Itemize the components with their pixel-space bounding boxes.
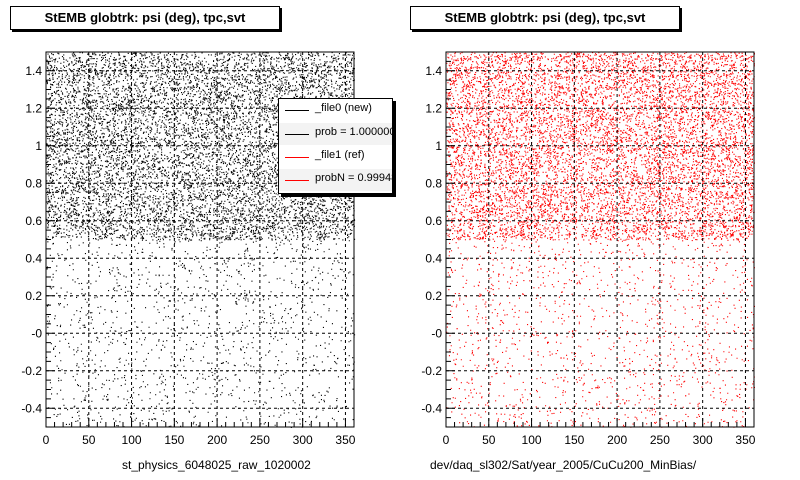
left-footer-label: st_physics_6048025_raw_1020002 xyxy=(122,458,311,472)
legend-label-file1: _file1 (ref) xyxy=(315,149,365,161)
grid-lines xyxy=(46,52,354,427)
y-tick-label: -0 xyxy=(431,326,442,340)
legend-entry-probn: probN = 0.999480 xyxy=(279,169,392,191)
y-tick-label: 0.6 xyxy=(25,214,42,228)
legend-line-file1 xyxy=(285,157,309,158)
y-tick-label: 0.4 xyxy=(25,251,42,265)
scatter-region-sparse xyxy=(446,239,755,428)
legend-line-probn xyxy=(285,180,309,181)
y-tick-label: 1.4 xyxy=(25,64,42,78)
x-tick-label: 200 xyxy=(207,433,227,447)
y-tick-label: -0.2 xyxy=(421,364,442,378)
y-tick-label: 1.2 xyxy=(25,101,42,115)
y-tick-label: 0.8 xyxy=(425,176,442,190)
y-tick-label: 1 xyxy=(435,139,442,153)
x-tick-label: 0 xyxy=(443,433,450,447)
plot-frame xyxy=(445,51,755,428)
x-tick-label: 200 xyxy=(607,433,627,447)
left-plot-title: StEMB globtrk: psi (deg), tpc,svt xyxy=(10,6,280,30)
scatter-points xyxy=(46,52,356,428)
x-tick-label: 250 xyxy=(250,433,270,447)
legend-label-file0: _file0 (new) xyxy=(315,102,372,114)
left-scatter-plot: 0 50 100 150 200 250 300 350 -0.4 -0.2 -0 0.2 0.4 0.6… xyxy=(21,51,356,447)
y-tick-label: 1.2 xyxy=(425,101,442,115)
x-tick-label: 150 xyxy=(564,433,584,447)
legend-entry-file0: _file0 (new) xyxy=(279,99,392,121)
x-tick-label: 100 xyxy=(522,433,542,447)
right-scatter-plot: 0 50 100 150 200 250 300 350 -0.4 -0.2 -0 0.2 0.4 0.6… xyxy=(421,51,756,447)
x-tick-label: 350 xyxy=(335,433,355,447)
x-tick-label: 0 xyxy=(43,433,50,447)
x-tick-label: 100 xyxy=(122,433,142,447)
scatter-region-sparse xyxy=(46,239,356,428)
x-axis: 0 50 100 150 200 250 300 350 xyxy=(43,418,356,447)
x-tick-label: 300 xyxy=(293,433,313,447)
grid-lines xyxy=(446,52,754,427)
y-axis: -0.4 -0.2 -0 0.2 0.4 0.6 0.8 1 1.2 1.4 xyxy=(421,51,455,428)
legend-entry-prob: prob = 1.000000 xyxy=(279,123,392,145)
x-tick-label: 150 xyxy=(164,433,184,447)
x-tick-label: 300 xyxy=(693,433,713,447)
y-tick-label: 0.4 xyxy=(425,251,442,265)
scatter-points xyxy=(446,52,755,428)
x-axis: 0 50 100 150 200 250 300 350 xyxy=(443,418,756,447)
x-tick-label: 50 xyxy=(482,433,496,447)
legend-entry-file1: _file1 (ref) xyxy=(279,146,392,168)
y-tick-label: 0.2 xyxy=(425,289,442,303)
y-tick-label: -0.4 xyxy=(421,401,442,415)
y-tick-label: 1.4 xyxy=(425,64,442,78)
x-tick-label: 50 xyxy=(82,433,96,447)
scatter-region-dense xyxy=(46,52,356,241)
y-tick-label: 0.6 xyxy=(425,214,442,228)
legend-line-prob xyxy=(285,134,309,135)
y-tick-label: 0.8 xyxy=(25,176,42,190)
y-tick-label: 0.2 xyxy=(25,289,42,303)
legend-label-prob: prob = 1.000000 xyxy=(315,126,393,138)
y-axis: -0.4 -0.2 -0 0.2 0.4 0.6 0.8 1 1.2 1.4 xyxy=(21,51,55,428)
x-tick-label: 250 xyxy=(650,433,670,447)
scatter-region-dense xyxy=(446,52,755,241)
y-tick-label: 1 xyxy=(35,139,42,153)
x-tick-label: 350 xyxy=(735,433,755,447)
legend-line-file0 xyxy=(285,110,309,111)
right-footer-label: dev/daq_sl302/Sat/year_2005/CuCu200_MinB… xyxy=(430,458,697,472)
y-tick-label: -0.4 xyxy=(21,401,42,415)
y-tick-label: -0.2 xyxy=(21,364,42,378)
right-plot-title: StEMB globtrk: psi (deg), tpc,svt xyxy=(410,6,680,30)
legend-box: _file0 (new) prob = 1.000000 _file1 (ref… xyxy=(278,98,393,194)
legend-label-probn: probN = 0.999480 xyxy=(315,172,392,184)
y-tick-label: -0 xyxy=(31,326,42,340)
